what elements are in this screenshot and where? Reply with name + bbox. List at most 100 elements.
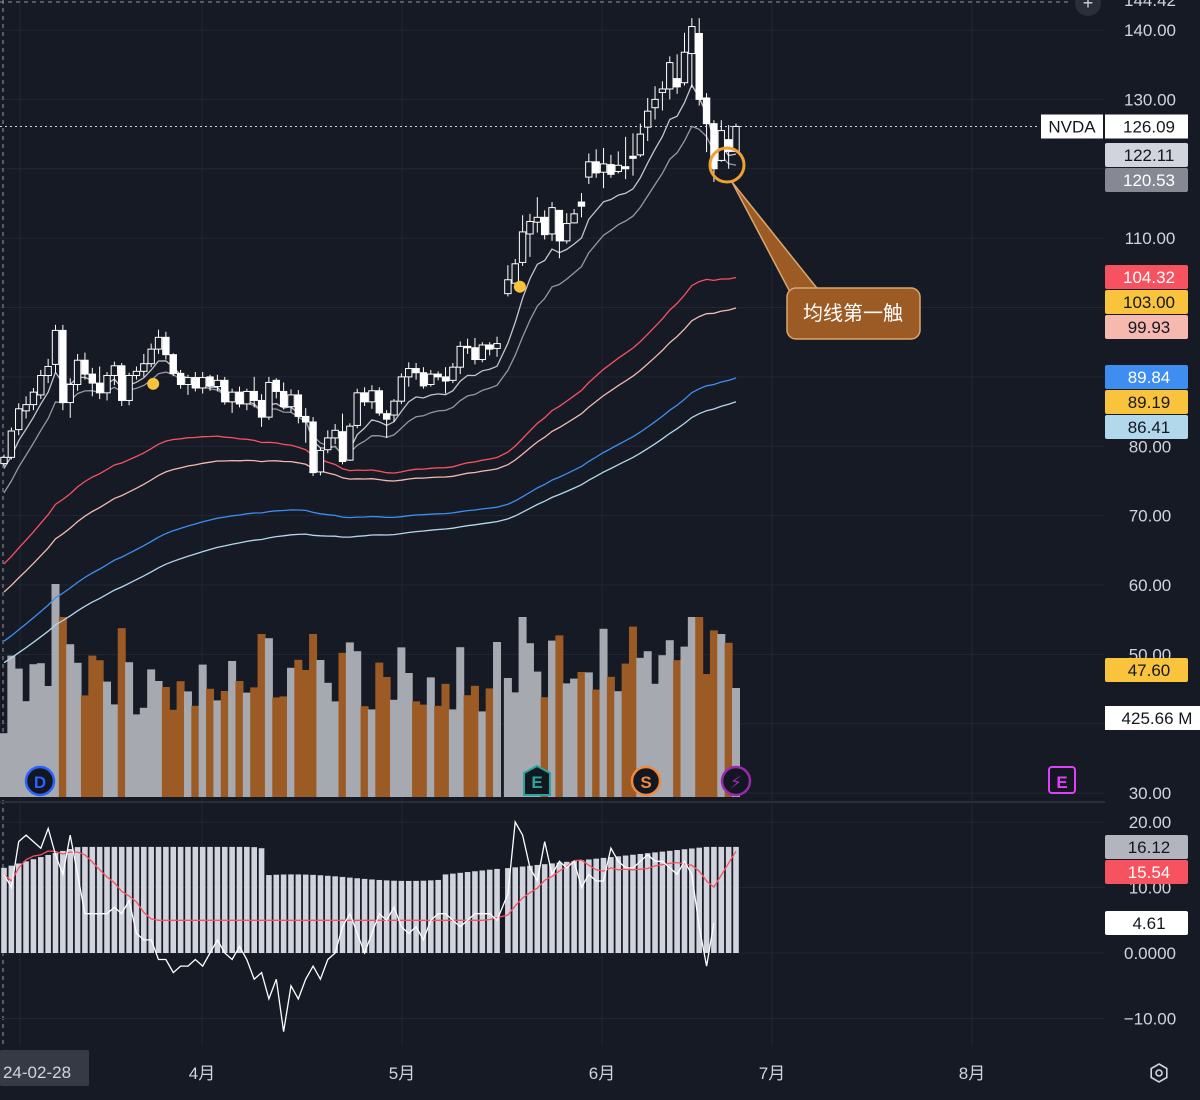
candle-body <box>577 201 586 207</box>
candle <box>228 388 236 413</box>
osc-bar <box>464 872 471 953</box>
volume-bars <box>0 584 740 797</box>
price-badge <box>1105 315 1188 339</box>
candle <box>533 197 542 233</box>
candle <box>360 387 369 407</box>
price-tick-label: 144.42 <box>1124 0 1176 10</box>
gear-icon[interactable] <box>1146 1060 1172 1086</box>
osc-bar <box>361 878 368 953</box>
event-label: S <box>640 773 651 792</box>
osc-bar <box>391 880 397 953</box>
event-label: ⚡ <box>730 773 742 792</box>
candle-body <box>309 421 317 474</box>
ma-line-ma-pink <box>3 307 737 593</box>
volume-bar <box>206 688 215 797</box>
volume-bar <box>724 642 733 797</box>
osc-bar <box>273 874 280 953</box>
volume-bar <box>250 687 259 797</box>
plus-icon[interactable]: + <box>1075 0 1101 16</box>
osc-bar <box>8 865 15 953</box>
volume-bar <box>518 617 527 797</box>
volume-bar <box>169 709 178 797</box>
volume-bar <box>592 689 601 797</box>
osc-bar <box>527 865 533 953</box>
candle-body <box>324 437 332 451</box>
osc-bar <box>615 856 622 953</box>
osc-bar <box>435 879 441 953</box>
volume-bar <box>367 709 376 797</box>
price-badge-label: 89.84 <box>1128 368 1171 387</box>
candle <box>294 390 303 424</box>
candle <box>191 372 200 392</box>
candle-body <box>434 373 442 378</box>
volume-badge <box>1105 706 1200 730</box>
time-axis[interactable]: 24-02-28 4月 5月 6月 7月 8月 <box>0 1050 985 1086</box>
candle <box>198 372 207 394</box>
volume-bar <box>316 660 325 797</box>
candle-body <box>463 345 472 349</box>
osc-badge-label: 15.54 <box>1128 863 1171 882</box>
candle-body <box>140 363 148 372</box>
annotation: 均线第一触 <box>708 146 921 340</box>
candle-body <box>390 400 398 416</box>
candle-body <box>710 123 718 170</box>
osc-bar <box>148 846 154 953</box>
candle <box>680 32 689 86</box>
candle <box>140 353 148 377</box>
volume-bar <box>139 707 148 797</box>
osc-bar <box>67 848 74 953</box>
price-tick-label: 110.00 <box>1125 229 1176 248</box>
volume-bar <box>419 704 428 797</box>
volume-bar <box>309 634 318 797</box>
candle-body <box>427 373 435 386</box>
event-markers[interactable]: D E S ⚡ E <box>24 764 1076 797</box>
osc-bar <box>207 846 213 953</box>
event-circle-icon <box>720 765 752 797</box>
candle <box>353 388 361 429</box>
candle <box>592 149 600 178</box>
osc-bar <box>450 873 456 953</box>
osc-bar <box>519 866 526 953</box>
candle <box>540 210 549 240</box>
osc-bar <box>479 870 486 953</box>
osc-bar <box>23 861 29 953</box>
candle-body <box>257 399 266 418</box>
volume-bar <box>606 676 615 797</box>
volume-bar <box>264 638 273 797</box>
candle <box>717 120 725 162</box>
volume-bar <box>51 584 60 797</box>
volume-bar <box>0 733 8 797</box>
volume-badge-label: 425.66 M <box>1122 709 1193 728</box>
osc-bar <box>177 846 184 953</box>
osc-bar <box>696 847 703 953</box>
candle <box>651 86 659 120</box>
osc-signal-line <box>3 850 737 921</box>
osc-bar <box>52 852 59 953</box>
price-badge <box>1105 658 1188 682</box>
candle <box>206 374 214 391</box>
osc-bar <box>295 874 302 953</box>
volume-bar <box>511 692 520 797</box>
candle <box>37 369 45 400</box>
volume-bar <box>7 655 16 797</box>
candle-body <box>599 163 608 173</box>
volume-bar <box>540 697 549 797</box>
candle-body <box>449 366 457 381</box>
volume-bar <box>555 635 564 797</box>
candle-body <box>570 213 578 224</box>
osc-bar <box>674 850 680 953</box>
volume-bar <box>132 714 141 797</box>
candle <box>81 352 89 380</box>
month-label: 4月 <box>189 1064 215 1083</box>
osc-bar <box>155 846 162 953</box>
osc-bar <box>630 854 636 953</box>
candle <box>213 374 222 392</box>
candle-body <box>29 391 38 406</box>
price-axis[interactable]: 140.00130.00110.0080.0070.0060.0050.0030… <box>1041 0 1200 1029</box>
candle-body <box>198 377 207 389</box>
candle <box>302 408 310 443</box>
candle-body <box>147 348 155 365</box>
osc-bar <box>170 846 177 953</box>
